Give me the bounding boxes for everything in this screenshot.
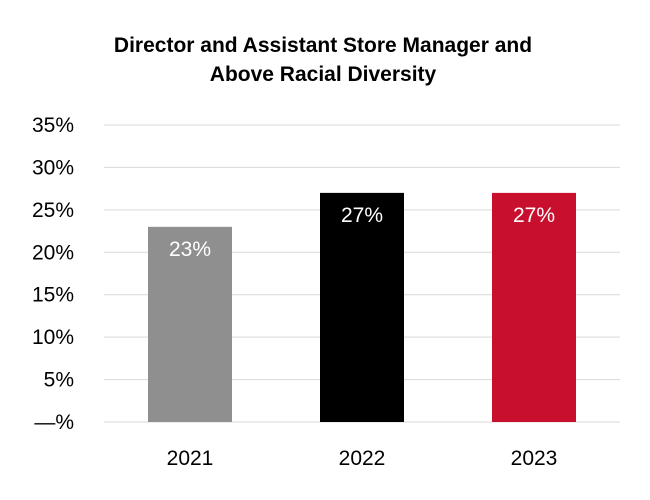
x-category-label-2021: 2021 [167, 447, 214, 470]
y-axis-tick-labels: —% 5% 10% 15% 20% 25% 30% 35% [32, 114, 74, 434]
x-category-label-2023: 2023 [511, 447, 558, 470]
chart-title: Director and Assistant Store Manager and… [114, 34, 532, 86]
data-label-2022: 27% [341, 204, 383, 227]
y-tick-label: —% [34, 411, 74, 434]
bar-2023 [492, 192, 576, 422]
y-tick-label: 35% [32, 114, 74, 137]
y-tick-label: 30% [32, 156, 74, 179]
y-tick-label: 15% [32, 284, 74, 307]
bar-2022 [320, 192, 404, 422]
bars [148, 192, 576, 422]
data-label-2021: 23% [169, 238, 211, 261]
data-labels: 23% 27% 27% [169, 204, 555, 261]
chart-title-line-2: Above Racial Diversity [210, 63, 437, 86]
y-tick-label: 20% [32, 241, 74, 264]
x-axis-category-labels: 2021 2022 2023 [167, 447, 558, 470]
y-tick-label: 5% [44, 369, 74, 392]
data-label-2023: 27% [513, 204, 555, 227]
chart-title-line-1: Director and Assistant Store Manager and [114, 34, 532, 57]
y-tick-label: 25% [32, 199, 74, 222]
x-category-label-2022: 2022 [339, 447, 386, 470]
y-tick-label: 10% [32, 326, 74, 349]
bar-2021 [148, 226, 232, 422]
